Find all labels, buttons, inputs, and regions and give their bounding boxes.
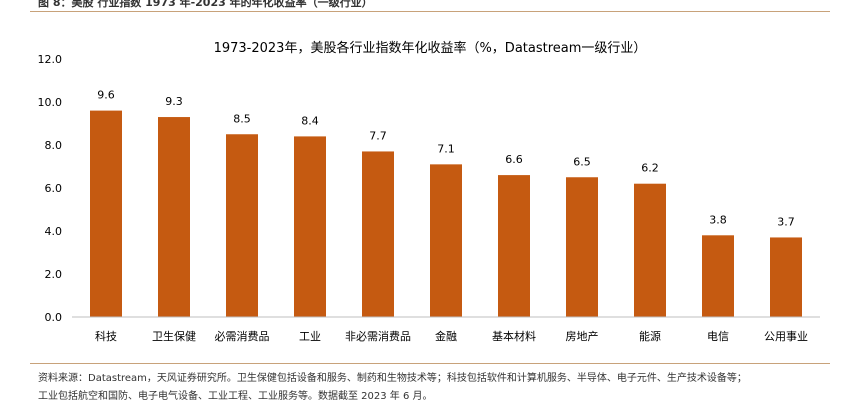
source-note-line2: 工业包括航空和国防、电子电气设备、工业工程、工业服务等。数据截至 2023 年 … [38,391,433,402]
data-label: 6.6 [505,153,523,166]
x-tick-label: 金融 [435,329,457,343]
data-label: 6.2 [641,162,659,175]
data-label: 7.1 [437,142,455,155]
data-label: 8.5 [233,112,251,125]
data-label: 8.4 [301,114,319,127]
bar [634,183,666,317]
x-tick-label: 必需消费品 [215,329,270,343]
y-tick-label: 2.0 [45,268,63,281]
bar [158,117,190,317]
data-labels: 9.6 9.3 8.5 8.4 7.7 7.1 6.6 6.5 6.2 3.8 3.7 [97,89,795,229]
y-tick-label: 6.0 [45,182,63,195]
x-tick-label: 工业 [299,330,321,343]
bar [226,134,258,317]
bottom-divider [30,363,830,364]
top-divider [30,11,830,12]
data-label: 9.3 [165,95,183,108]
figure-caption: 图 8：美股 行业指数 1973 年-2023 年的年化收益率（一级行业） [38,0,373,9]
x-tick-label: 电信 [707,330,729,343]
x-tick-label: 基本材料 [492,329,536,343]
x-tick-label: 卫生保健 [152,329,196,343]
bar [362,151,394,317]
x-tick-label: 非必需消费品 [345,329,411,343]
y-tick-label: 10.0 [38,96,63,109]
bar [430,164,462,317]
bar [498,175,530,317]
y-tick-label: 4.0 [45,225,63,238]
x-tick-label: 科技 [95,329,117,343]
data-label: 3.7 [777,215,795,228]
x-axis-ticks: 科技 卫生保健 必需消费品 工业 非必需消费品 金融 基本材料 房地产 能源 电信 公用事业 [95,329,808,343]
y-axis-ticks: 0.0 2.0 4.0 6.0 8.0 10.0 12.0 [38,53,63,324]
source-note-line1: 资料来源：Datastream，天风证券研究所。卫生保健包括设备和服务、制药和生… [38,373,747,384]
bar [90,110,122,317]
data-label: 9.6 [97,89,115,102]
data-label: 7.7 [369,129,387,142]
bar [770,237,802,317]
bar-chart: 1973-2023年，美股各行业指数年化收益率（%，Datastream一级行业… [38,40,820,343]
y-tick-label: 12.0 [38,53,63,66]
bar [702,235,734,317]
x-tick-label: 公用事业 [764,330,808,343]
bar [566,177,598,317]
x-tick-label: 房地产 [566,329,599,343]
chart-title: 1973-2023年，美股各行业指数年化收益率（%，Datastream一级行业… [214,40,647,56]
y-tick-label: 0.0 [45,311,63,324]
data-label: 6.5 [573,155,591,168]
y-tick-label: 8.0 [45,139,63,152]
bars [90,110,802,317]
x-tick-label: 能源 [639,329,661,343]
data-label: 3.8 [709,213,727,226]
bar [294,136,326,317]
